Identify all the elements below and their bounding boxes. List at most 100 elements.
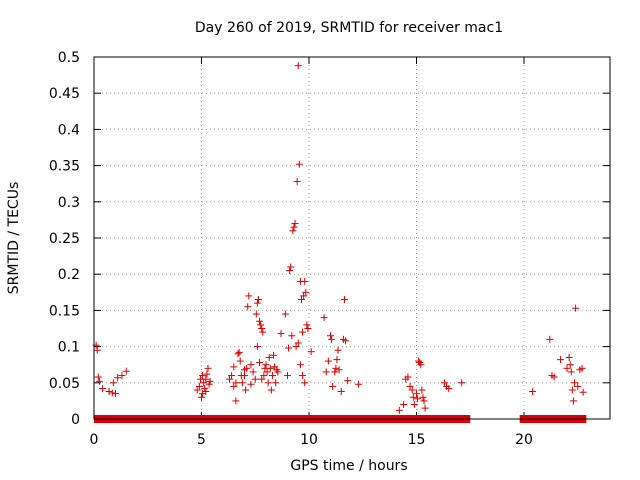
data-point: [395, 406, 403, 414]
data-point: [268, 372, 276, 380]
data-point: [270, 351, 278, 359]
data-point: [332, 364, 340, 372]
data-point: [112, 390, 119, 398]
data-point: [114, 374, 122, 382]
data-point: [258, 325, 266, 332]
data-point: [340, 296, 348, 304]
data-point: [296, 361, 304, 369]
data-point: [196, 375, 204, 383]
data-point: [264, 379, 272, 387]
data-point: [303, 321, 311, 329]
data-point: [335, 366, 343, 374]
data-point: [295, 160, 303, 168]
data-point: [253, 299, 261, 307]
data-point: [320, 314, 328, 322]
data-point: [565, 353, 573, 361]
data-point: [287, 263, 295, 271]
data-point: [200, 379, 208, 387]
data-point: [458, 379, 466, 387]
data-point: [567, 368, 575, 376]
data-point: [400, 401, 408, 409]
data-point: [329, 382, 337, 390]
data-point: [230, 382, 238, 390]
data-point: [243, 364, 251, 372]
data-point: [266, 364, 274, 372]
data-point: [406, 382, 414, 390]
data-point: [413, 390, 420, 398]
data-point: [274, 368, 282, 376]
data-point: [105, 387, 113, 395]
x-axis-label: GPS time / hours: [290, 458, 407, 474]
data-point: [409, 393, 417, 401]
data-point: [258, 375, 266, 383]
y-tick-label: 0.25: [49, 231, 80, 247]
data-point: [578, 364, 586, 372]
data-point: [193, 386, 201, 394]
data-point: [198, 393, 205, 401]
data-point: [284, 372, 291, 380]
data-point: [354, 380, 362, 388]
data-point: [293, 178, 301, 186]
data-point: [292, 343, 300, 351]
data-point: [289, 227, 297, 235]
data-point: [245, 292, 253, 300]
data-point: [546, 335, 554, 343]
data-point: [225, 375, 233, 383]
data-point: [417, 361, 425, 369]
data-point: [262, 361, 270, 369]
data-point: [300, 292, 308, 300]
data-point: [566, 361, 574, 369]
data-point: [307, 348, 315, 356]
data-point: [118, 372, 126, 380]
data-point: [322, 368, 330, 376]
data-point: [206, 377, 214, 385]
data-point: [256, 359, 264, 367]
chart-title: Day 260 of 2019, SRMTID for receiver mac…: [195, 20, 503, 36]
y-tick-label: 0.05: [49, 376, 80, 392]
data-point: [415, 357, 423, 365]
axis-ticks: 0 0.05 0.1 0.15 0.2 0.25 0.3 0.35 0.4 0.45 0.5 0 5 10…: [49, 50, 610, 448]
data-point: [95, 377, 103, 385]
data-point: [569, 397, 577, 405]
data-point: [257, 321, 265, 329]
data-point: [249, 368, 257, 376]
data-point: [247, 380, 255, 388]
data-point: [408, 386, 416, 394]
data-point: [299, 328, 307, 336]
data-point: [331, 368, 339, 376]
data-point: [420, 397, 428, 405]
data-point: [203, 370, 211, 378]
data-point: [232, 379, 240, 387]
data-point: [267, 386, 275, 394]
data-point: [99, 385, 107, 393]
data-point: [228, 372, 236, 380]
data-point: [201, 385, 209, 393]
y-tick-label: 0.2: [58, 267, 80, 283]
data-point: [236, 357, 244, 365]
x-tick-label: 20: [515, 432, 533, 448]
data-point: [294, 62, 302, 70]
y-tick-label: 0.4: [58, 122, 80, 138]
data-point: [419, 393, 427, 401]
data-point: [579, 388, 587, 396]
data-point: [445, 385, 453, 393]
data-point: [304, 325, 312, 332]
data-point: [290, 223, 298, 231]
y-tick-label: 0: [71, 412, 80, 428]
data-point: [285, 344, 293, 352]
data-point: [232, 397, 240, 405]
data-point: [344, 377, 352, 385]
data-point: [301, 277, 309, 285]
data-point: [568, 386, 576, 394]
data-point: [337, 387, 345, 395]
data-point: [230, 363, 238, 371]
data-point: [327, 332, 334, 340]
data-point: [418, 386, 426, 394]
data-point: [571, 379, 579, 387]
data-point: [263, 368, 271, 376]
data-point: [94, 373, 102, 381]
y-axis-label: SRMTID / TECUs: [6, 182, 22, 295]
data-point: [122, 367, 130, 375]
data-point: [333, 356, 341, 364]
